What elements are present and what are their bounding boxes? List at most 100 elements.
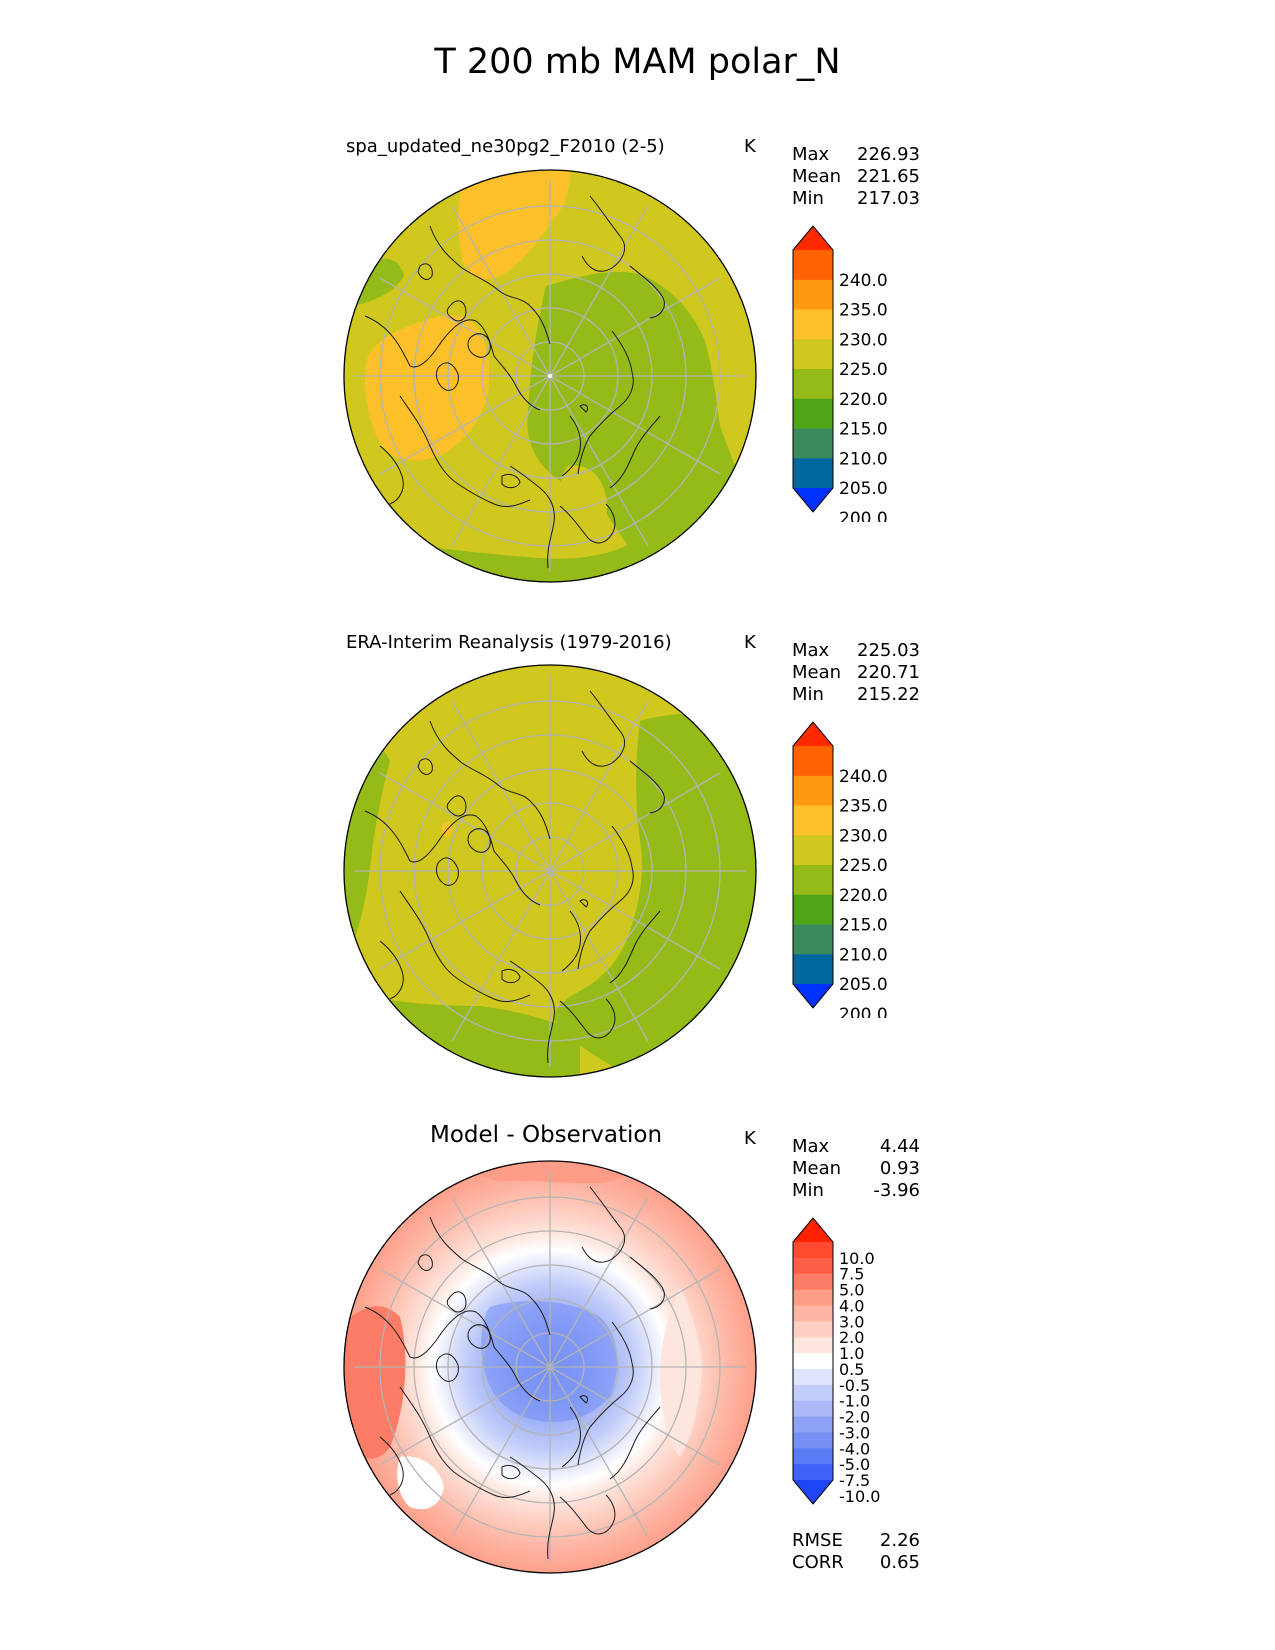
diff-colorbar-band-3 (793, 1273, 833, 1291)
figure-title: T 200 mb MAM polar_N (434, 42, 841, 82)
stat-min-value: -3.96 (873, 1180, 920, 1201)
field-colorbar-1-tick-label: 235.0 (839, 301, 888, 321)
diff-colorbar-band-2 (793, 1257, 833, 1275)
field-colorbar-2-band-8 (793, 954, 833, 985)
stat-label: Max (792, 1136, 830, 1157)
diff-colorbar-band-8 (793, 1353, 833, 1370)
stat-max-value: 226.93 (857, 144, 920, 165)
panel-1-title: spa_updated_ne30pg2_F2010 (2-5) (346, 136, 665, 157)
field-colorbar-2-band-0 (793, 722, 833, 746)
field-colorbar-1-tick-label: 220.0 (839, 390, 888, 410)
diff-colorbar-tick-label: 0.5 (839, 1360, 864, 1379)
panel-2-colorbar: 240.0 235.0 230.0 225.0 220.0 215.0 210.0 205.0… (792, 721, 888, 1018)
diff-colorbar-tick-label: 5.0 (839, 1281, 864, 1300)
field-colorbar-2-tick-label: 200.0 (839, 1005, 888, 1018)
field-colorbar-2-tick-label: 220.0 (839, 886, 888, 906)
diff-colorbar-tick-label: -10.0 (839, 1487, 880, 1506)
field-colorbar-1-tick-label: 230.0 (839, 330, 888, 350)
panel-3-title: Model - Observation (430, 1122, 663, 1148)
field-colorbar-1-tick-label: 225.0 (839, 360, 888, 380)
stat-max-value: 4.44 (879, 1136, 920, 1157)
stat-label: Min (792, 1180, 824, 1201)
north-pole-marker (548, 374, 552, 378)
field-colorbar-1-tick-label: 215.0 (839, 420, 888, 440)
diff-colorbar-outline (792, 1217, 834, 1505)
field-colorbar-2-tick-label: 215.0 (839, 916, 888, 936)
field-colorbar-2-band-5 (793, 865, 833, 896)
field-colorbar-2-tick-label: 235.0 (839, 797, 888, 817)
panel-3-stats: Max 4.44 Mean 0.93 Min -3.96 (792, 1136, 920, 1202)
panel-2-map (343, 664, 757, 1078)
map-boundary (343, 1160, 757, 1574)
field-colorbar-1-band-5 (793, 369, 833, 400)
field-colorbar-2-band-2 (793, 775, 833, 806)
field-colorbar-1-tick-label: 200.0 (839, 509, 888, 522)
diff-colorbar-tick-label: 7.5 (839, 1265, 864, 1284)
field-colorbar-1-band-7 (793, 428, 833, 459)
stat-label: Min (792, 684, 824, 705)
map-boundary (343, 664, 757, 1078)
field-colorbar-2-tick-label: 240.0 (839, 767, 888, 787)
metric-label: RMSE (792, 1530, 843, 1551)
field-colorbar-1-band-1 (793, 250, 833, 281)
diff-colorbar-tick-label: 10.0 (839, 1249, 875, 1268)
stat-mean-value: 221.65 (857, 166, 920, 187)
diff-colorbar-band-7 (793, 1337, 833, 1354)
diff-colorbar-band-10 (793, 1384, 833, 1402)
stat-min-value: 217.03 (857, 188, 920, 209)
stat-max-value: 225.03 (857, 640, 920, 661)
field-colorbar-2-tick-label: 225.0 (839, 856, 888, 876)
field-colorbar-1-band-6 (793, 398, 833, 429)
panel-3-map (343, 1160, 757, 1574)
stat-label: Max (792, 640, 830, 661)
field-colorbar-2-band-4 (793, 835, 833, 866)
diff-colorbar-tick-label: 4.0 (839, 1296, 864, 1315)
map-boundary (343, 169, 757, 583)
map-fill-225-230-west (365, 314, 490, 461)
diff-colorbar-band-13 (793, 1432, 833, 1449)
stat-label: Mean (792, 662, 842, 683)
stat-label: Mean (792, 1158, 842, 1179)
diff-colorbar-band-12 (793, 1416, 833, 1433)
panel-3-colorbar: 10.07.55.04.03.02.01.00.5-0.5-1.0-2.0-3.… (792, 1217, 880, 1506)
field-colorbar-2-tick-label: 210.0 (839, 945, 888, 965)
field-colorbar-2-tick-label: 230.0 (839, 826, 888, 846)
diff-colorbar-band-15 (793, 1464, 833, 1481)
diff-colorbar-tick-label: -4.0 (839, 1439, 870, 1458)
diff-colorbar-tick-label: -1.0 (839, 1392, 870, 1411)
field-colorbar-1-tick-label: 210.0 (839, 449, 888, 469)
field-colorbar-2-band-3 (793, 805, 833, 836)
metric-label: CORR (792, 1552, 844, 1573)
diff-colorbar-band-4 (793, 1289, 833, 1306)
diff-colorbar-band-9 (793, 1368, 833, 1386)
panel-1-units: K (744, 136, 756, 157)
panel-2-title: ERA-Interim Reanalysis (1979-2016) (346, 632, 672, 653)
diff-colorbar-band-11 (793, 1400, 833, 1418)
diff-colorbar-band-16 (793, 1480, 833, 1504)
panel-3-metrics: RMSE 2.26 CORR 0.65 (792, 1530, 920, 1574)
diff-colorbar-band-6 (793, 1321, 833, 1338)
panel-1-stats: Max 226.93 Mean 221.65 Min 217.03 (792, 144, 920, 210)
field-colorbar-2-band-7 (793, 924, 833, 955)
field-colorbar-1-band-2 (793, 279, 833, 310)
diff-colorbar-tick-label: -0.5 (839, 1376, 870, 1395)
panel-1-colorbar: 240.0 235.0 230.0 225.0 220.0 215.0 210.0 205.0… (792, 225, 888, 522)
metric-corr-value: 0.65 (879, 1552, 920, 1573)
field-colorbar-2-band-9 (793, 984, 833, 1008)
diff-colorbar-tick-label: -7.5 (839, 1471, 870, 1490)
panel-1-map (343, 169, 757, 583)
diff-colorbar-band-5 (793, 1305, 833, 1322)
diff-colorbar-band-14 (793, 1448, 833, 1465)
map-fill-225-230-north (458, 170, 571, 280)
stat-label: Min (792, 188, 824, 209)
diff-colorbar-tick-label: 1.0 (839, 1344, 864, 1363)
metric-rmse-value: 2.26 (879, 1530, 920, 1551)
diff-colorbar-tick-label: 2.0 (839, 1328, 864, 1347)
map-fill-215-220 (527, 271, 756, 582)
field-colorbar-2-band-1 (793, 746, 833, 777)
field-colorbar-1-band-4 (793, 339, 833, 370)
diff-colorbar-tick-label: -3.0 (839, 1423, 870, 1442)
map-fill-215-220-east (553, 713, 756, 1077)
diff-colorbar-tick-label: -2.0 (839, 1408, 870, 1427)
panel-3-units: K (744, 1128, 756, 1149)
